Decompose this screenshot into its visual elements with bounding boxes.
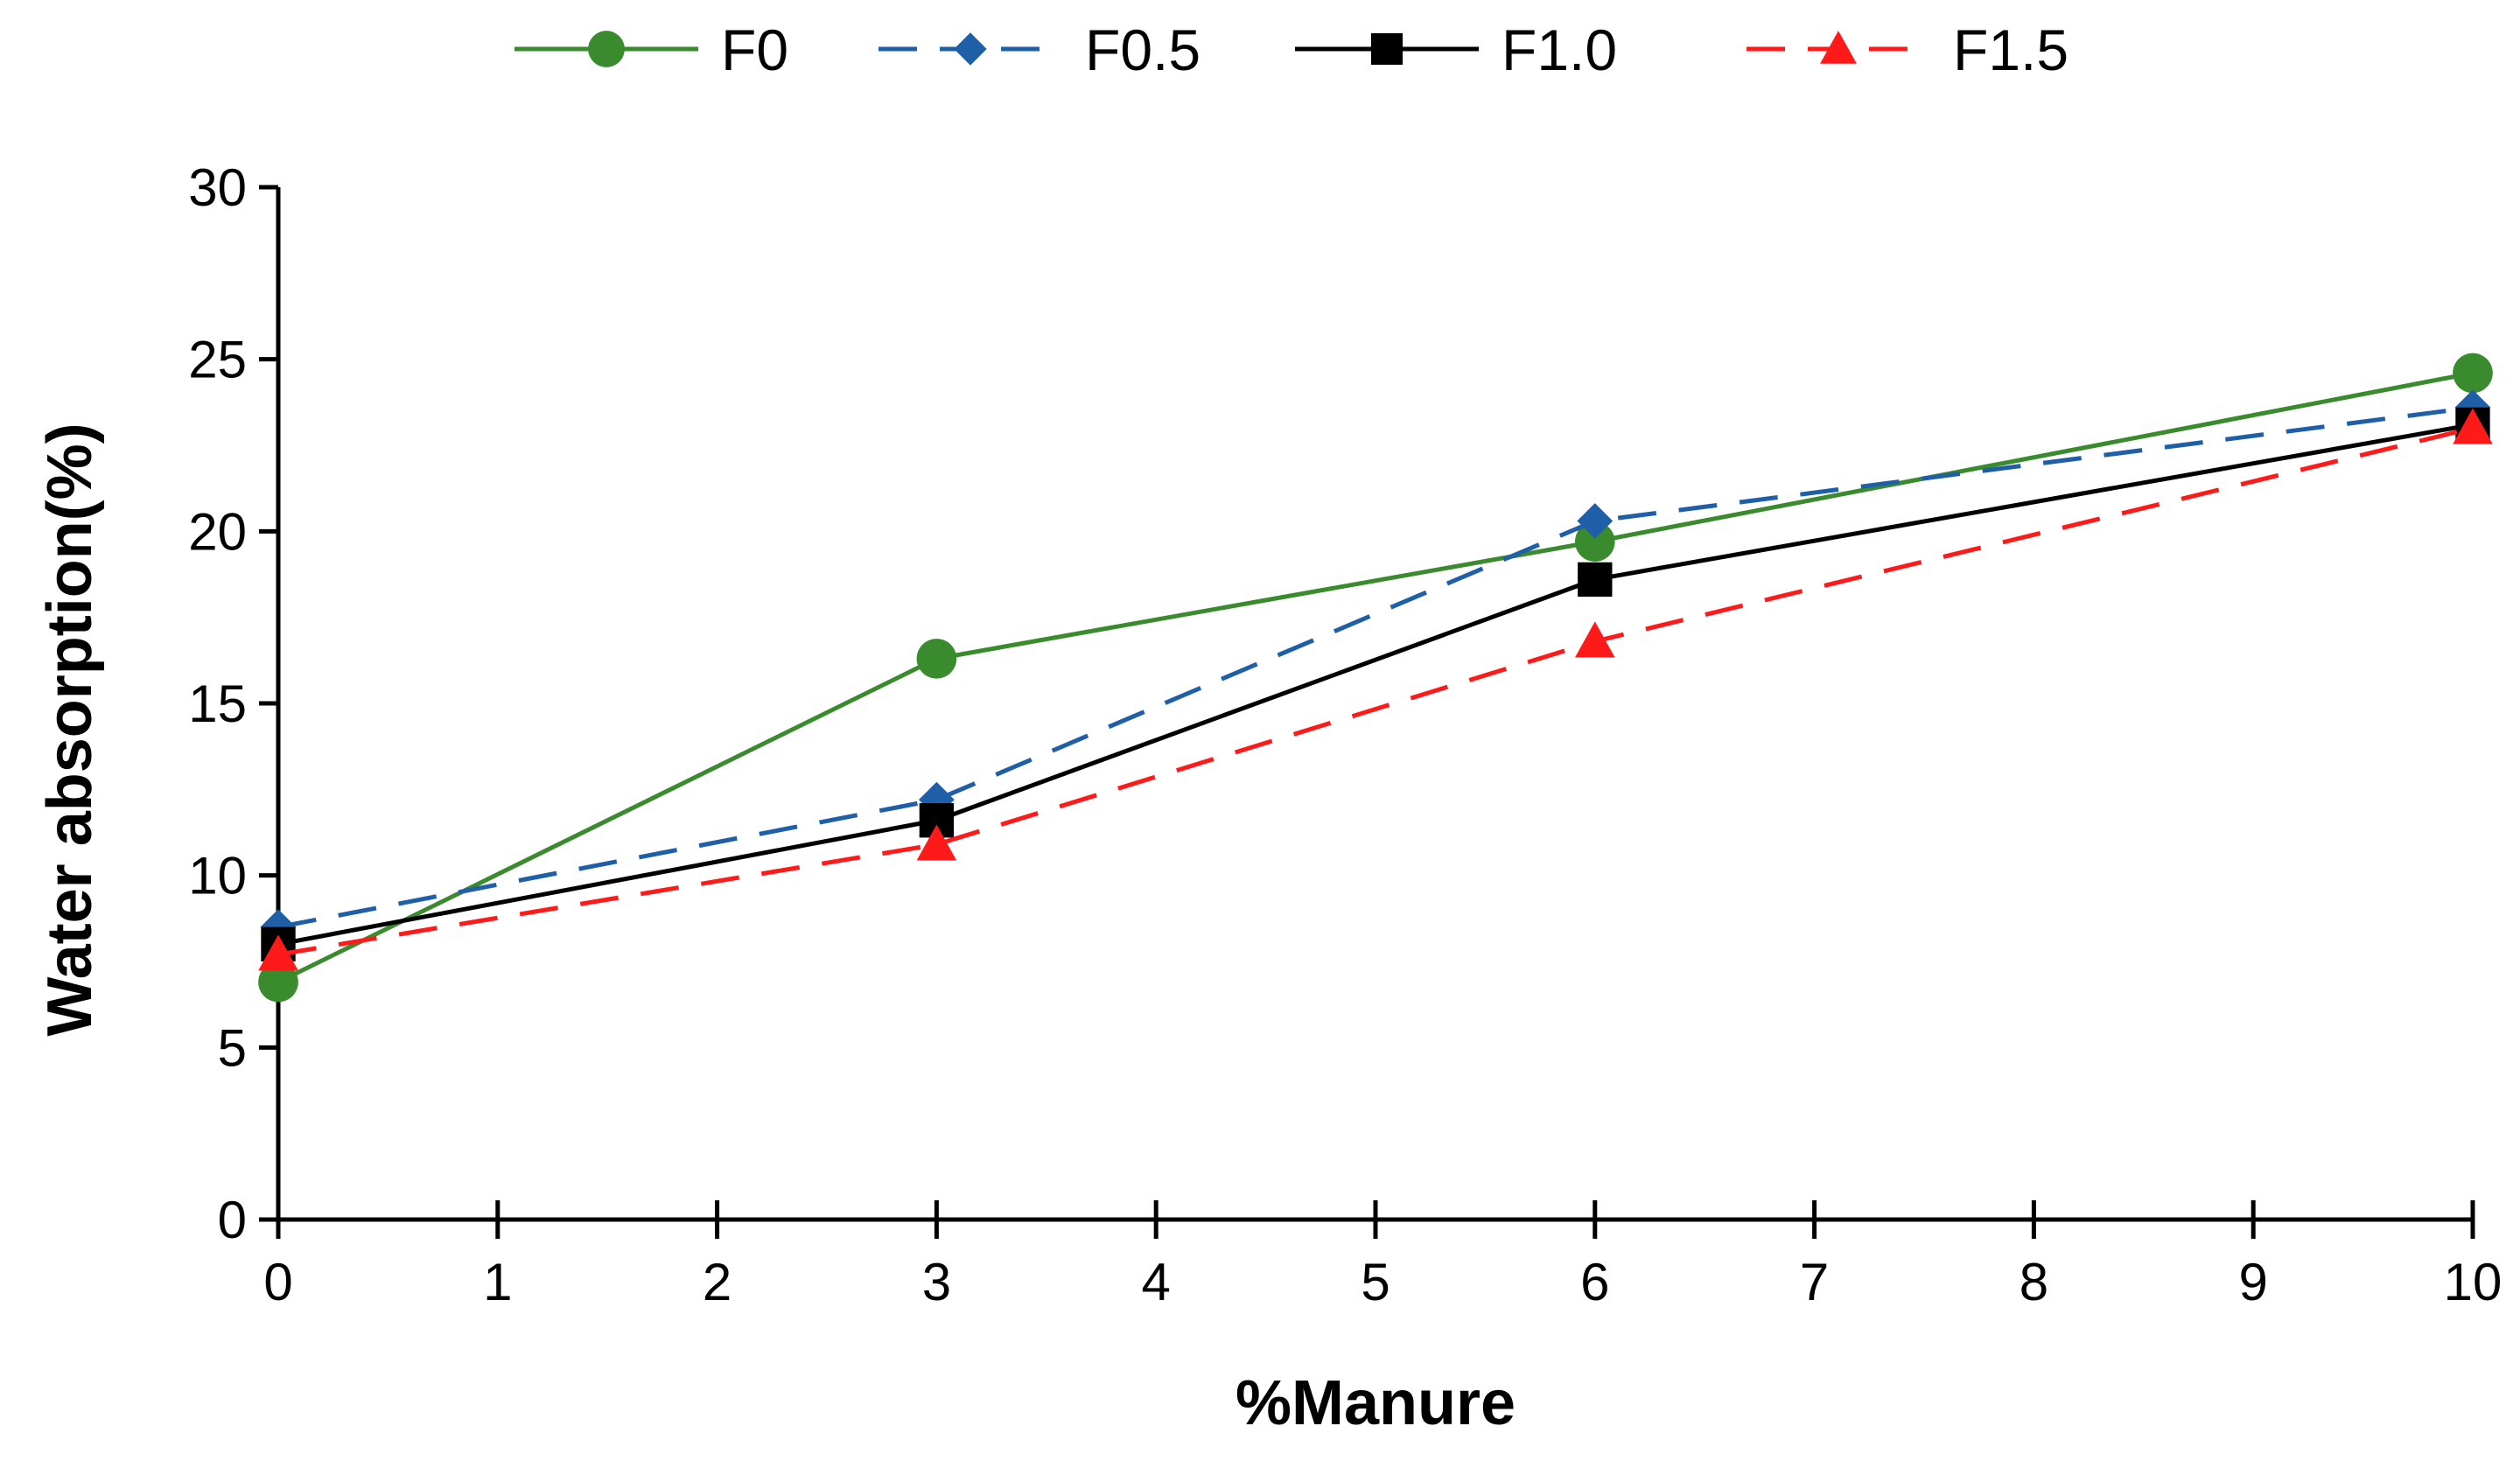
data-point-circle bbox=[588, 31, 625, 67]
legend: F0 F0.5 F1.0 F1.5 bbox=[514, 17, 2068, 82]
y-tick-label: 5 bbox=[218, 1018, 247, 1077]
series-F0.5 bbox=[260, 389, 2491, 946]
x-tick-label: 9 bbox=[2239, 1253, 2268, 1311]
legend-label: F1.5 bbox=[1953, 17, 2068, 82]
x-tick-label: 5 bbox=[1361, 1253, 1390, 1311]
legend-item-F0: F0 bbox=[514, 17, 788, 82]
legend-label: F0.5 bbox=[1085, 17, 1200, 82]
data-point-diamond bbox=[1577, 503, 1614, 539]
y-tick-label: 20 bbox=[188, 502, 247, 561]
data-point-triangle bbox=[916, 824, 957, 861]
axes bbox=[276, 187, 2473, 1222]
y-tick-label: 15 bbox=[188, 675, 247, 733]
legend-item-F0.5: F0.5 bbox=[878, 17, 1200, 82]
data-point-triangle bbox=[258, 934, 298, 971]
x-tick-label: 0 bbox=[263, 1253, 292, 1311]
legend-label: F1.0 bbox=[1502, 17, 1617, 82]
x-axis-title: %Manure bbox=[1236, 1368, 1516, 1438]
series-F1.5 bbox=[258, 408, 2493, 971]
data-point-circle bbox=[2453, 353, 2493, 394]
legend-item-F1.0: F1.0 bbox=[1295, 17, 1617, 82]
x-tick-label: 8 bbox=[2020, 1253, 2048, 1311]
data-point-square bbox=[1370, 32, 1404, 66]
y-tick-label: 10 bbox=[188, 847, 247, 905]
series-line-F1.5 bbox=[277, 425, 2474, 957]
x-tick-label: 2 bbox=[703, 1253, 732, 1311]
legend-label: F0 bbox=[721, 17, 788, 82]
y-tick-label: 30 bbox=[188, 158, 247, 217]
legend-item-F1.5: F1.5 bbox=[1746, 17, 2068, 82]
data-point-triangle bbox=[2453, 408, 2493, 444]
y-tick-label: 0 bbox=[218, 1191, 247, 1249]
data-point-circle bbox=[916, 639, 957, 679]
x-tick-label: 1 bbox=[483, 1253, 512, 1311]
ticks: 0 5 10 15 20 25 30 0 1 2 3 4 5 6 7 8 9 10 bbox=[188, 158, 2502, 1311]
data-point-circle bbox=[258, 961, 298, 1003]
series-F1.0 bbox=[261, 407, 2490, 962]
data-point-square bbox=[1578, 562, 1613, 598]
series-line-F1.0 bbox=[277, 422, 2474, 947]
y-axis-title: Water absorption(%) bbox=[35, 423, 105, 1036]
data-point-diamond bbox=[919, 781, 955, 818]
x-tick-label: 3 bbox=[922, 1253, 951, 1311]
series bbox=[258, 353, 2493, 1003]
y-tick-label: 25 bbox=[188, 331, 247, 389]
x-tick-label: 7 bbox=[1800, 1253, 1829, 1311]
x-tick-label: 10 bbox=[2444, 1253, 2502, 1311]
data-point-triangle bbox=[1820, 31, 1857, 64]
series-F0 bbox=[258, 353, 2493, 1003]
data-point-diamond bbox=[954, 32, 987, 66]
data-point-triangle bbox=[1575, 621, 1615, 658]
series-line-F0.5 bbox=[277, 405, 2474, 930]
x-tick-label: 6 bbox=[1580, 1253, 1609, 1311]
data-point-circle bbox=[1575, 521, 1615, 562]
x-tick-label: 4 bbox=[1142, 1253, 1171, 1311]
series-line-F0 bbox=[276, 370, 2474, 984]
